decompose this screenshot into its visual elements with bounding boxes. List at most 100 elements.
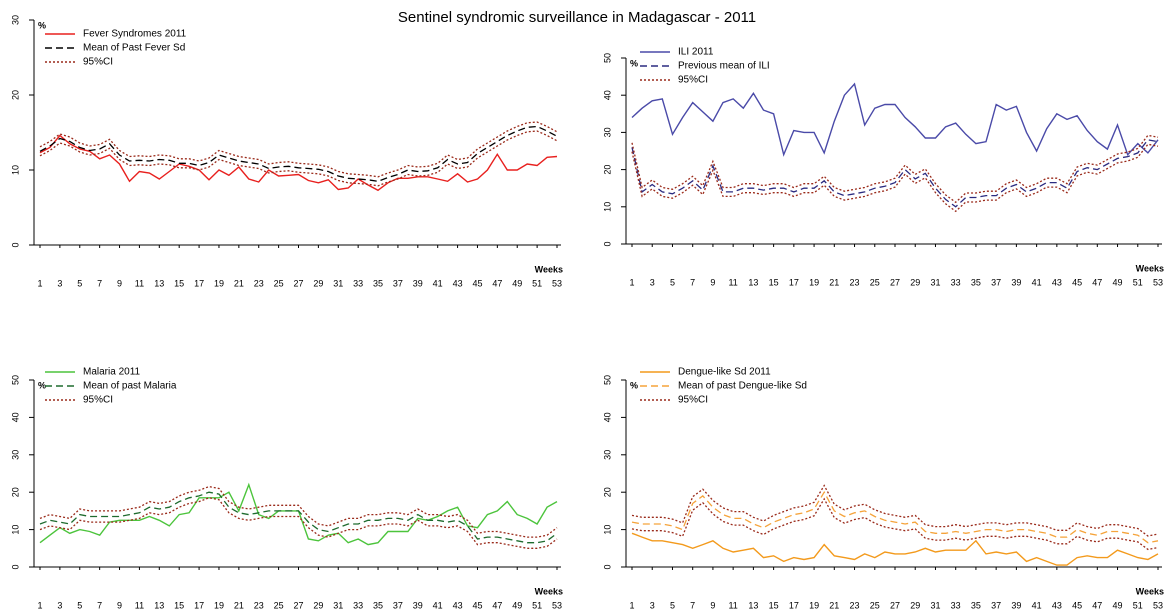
- x-tick-label: 43: [453, 600, 463, 610]
- x-tick-label: 31: [930, 600, 940, 610]
- x-tick-label: 45: [472, 600, 482, 610]
- x-tick-label: 45: [1072, 600, 1082, 610]
- y-axis-label: %: [38, 380, 46, 390]
- x-tick-label: 7: [97, 278, 102, 288]
- x-tick-label: 21: [829, 277, 839, 287]
- x-tick-label: 35: [373, 600, 383, 610]
- series-line: [631, 143, 1159, 213]
- series-line: [39, 134, 558, 192]
- y-tick-label: 30: [602, 450, 612, 460]
- x-tick-label: 33: [353, 600, 363, 610]
- x-tick-label: 43: [1052, 277, 1062, 287]
- x-tick-label: 15: [769, 600, 779, 610]
- x-tick-label: 5: [77, 278, 82, 288]
- x-tick-label: 53: [1153, 600, 1163, 610]
- series-line: [39, 491, 558, 544]
- x-tick-label: 15: [769, 277, 779, 287]
- x-tick-label: 51: [532, 600, 542, 610]
- x-tick-label: 7: [690, 277, 695, 287]
- y-tick-label: 30: [10, 15, 20, 25]
- y-axis-label: %: [630, 380, 638, 390]
- y-tick-label: 20: [602, 487, 612, 497]
- x-tick-label: 29: [313, 278, 323, 288]
- x-tick-label: 23: [850, 600, 860, 610]
- x-tick-label: 3: [57, 278, 62, 288]
- x-tick-label: 23: [254, 278, 264, 288]
- x-tick-label: 27: [293, 278, 303, 288]
- x-tick-label: 33: [353, 278, 363, 288]
- x-tick-label: 29: [910, 600, 920, 610]
- series-line: [631, 484, 1159, 537]
- x-axis-label: Weeks: [535, 264, 563, 274]
- series-line: [631, 82, 1159, 157]
- series-line: [631, 490, 1159, 544]
- y-tick-label: 50: [10, 375, 20, 385]
- x-tick-label: 7: [690, 600, 695, 610]
- x-tick-label: 11: [135, 600, 144, 610]
- x-axis-label: Weeks: [535, 586, 563, 596]
- x-tick-label: 29: [313, 600, 323, 610]
- x-tick-label: 19: [214, 278, 224, 288]
- x-tick-label: 9: [710, 600, 715, 610]
- x-tick-label: 41: [433, 600, 443, 610]
- x-tick-label: 25: [274, 600, 284, 610]
- x-tick-label: 21: [234, 600, 244, 610]
- x-tick-label: 53: [552, 278, 562, 288]
- legend-label: ILI 2011: [678, 47, 714, 58]
- x-tick-label: 19: [809, 277, 819, 287]
- x-tick-label: 45: [472, 278, 482, 288]
- x-tick-label: 3: [57, 600, 62, 610]
- x-tick-label: 1: [629, 277, 634, 287]
- x-tick-label: 17: [789, 600, 799, 610]
- x-tick-label: 39: [1011, 600, 1021, 610]
- series-line: [39, 121, 558, 178]
- y-tick-label: 50: [602, 375, 612, 385]
- x-tick-label: 19: [214, 600, 224, 610]
- chart-title: Sentinel syndromic surveillance in Madag…: [398, 9, 756, 26]
- x-tick-label: 31: [930, 277, 940, 287]
- x-tick-label: 53: [1153, 277, 1163, 287]
- x-tick-label: 47: [1092, 277, 1102, 287]
- x-tick-label: 47: [1092, 600, 1102, 610]
- y-tick-label: 40: [602, 412, 612, 422]
- legend-label: Fever Syndromes 2011: [83, 29, 187, 40]
- x-tick-label: 15: [174, 600, 184, 610]
- y-tick-label: 10: [10, 165, 20, 175]
- y-tick-label: 10: [602, 202, 612, 212]
- x-tick-label: 17: [194, 278, 204, 288]
- x-tick-label: 11: [135, 278, 144, 288]
- x-tick-label: 3: [650, 277, 655, 287]
- x-tick-label: 39: [413, 278, 423, 288]
- x-tick-label: 13: [154, 600, 164, 610]
- x-tick-label: 11: [728, 277, 737, 287]
- x-axis-label: Weeks: [1136, 586, 1164, 596]
- legend-label: Malaria 2011: [83, 367, 141, 378]
- series-line: [39, 485, 558, 538]
- x-tick-label: 21: [829, 600, 839, 610]
- x-tick-label: 35: [373, 278, 383, 288]
- x-tick-label: 25: [870, 277, 880, 287]
- x-tick-label: 41: [1032, 277, 1042, 287]
- x-tick-label: 1: [629, 600, 634, 610]
- x-tick-label: 43: [453, 278, 463, 288]
- series-line: [39, 130, 558, 187]
- x-tick-label: 5: [77, 600, 82, 610]
- x-tick-label: 7: [97, 600, 102, 610]
- x-tick-label: 23: [254, 600, 264, 610]
- x-tick-label: 47: [492, 600, 502, 610]
- x-tick-label: 19: [809, 600, 819, 610]
- x-tick-label: 51: [1133, 277, 1143, 287]
- x-tick-label: 37: [991, 600, 1001, 610]
- x-tick-label: 17: [194, 600, 204, 610]
- y-axis-label: %: [38, 20, 46, 30]
- x-tick-label: 41: [1032, 600, 1042, 610]
- x-tick-label: 35: [971, 277, 981, 287]
- x-tick-label: 25: [274, 278, 284, 288]
- x-axis-label: Weeks: [1136, 263, 1164, 273]
- series-line: [39, 497, 558, 549]
- x-tick-label: 39: [1011, 277, 1021, 287]
- x-tick-label: 21: [234, 278, 244, 288]
- x-tick-label: 31: [333, 278, 343, 288]
